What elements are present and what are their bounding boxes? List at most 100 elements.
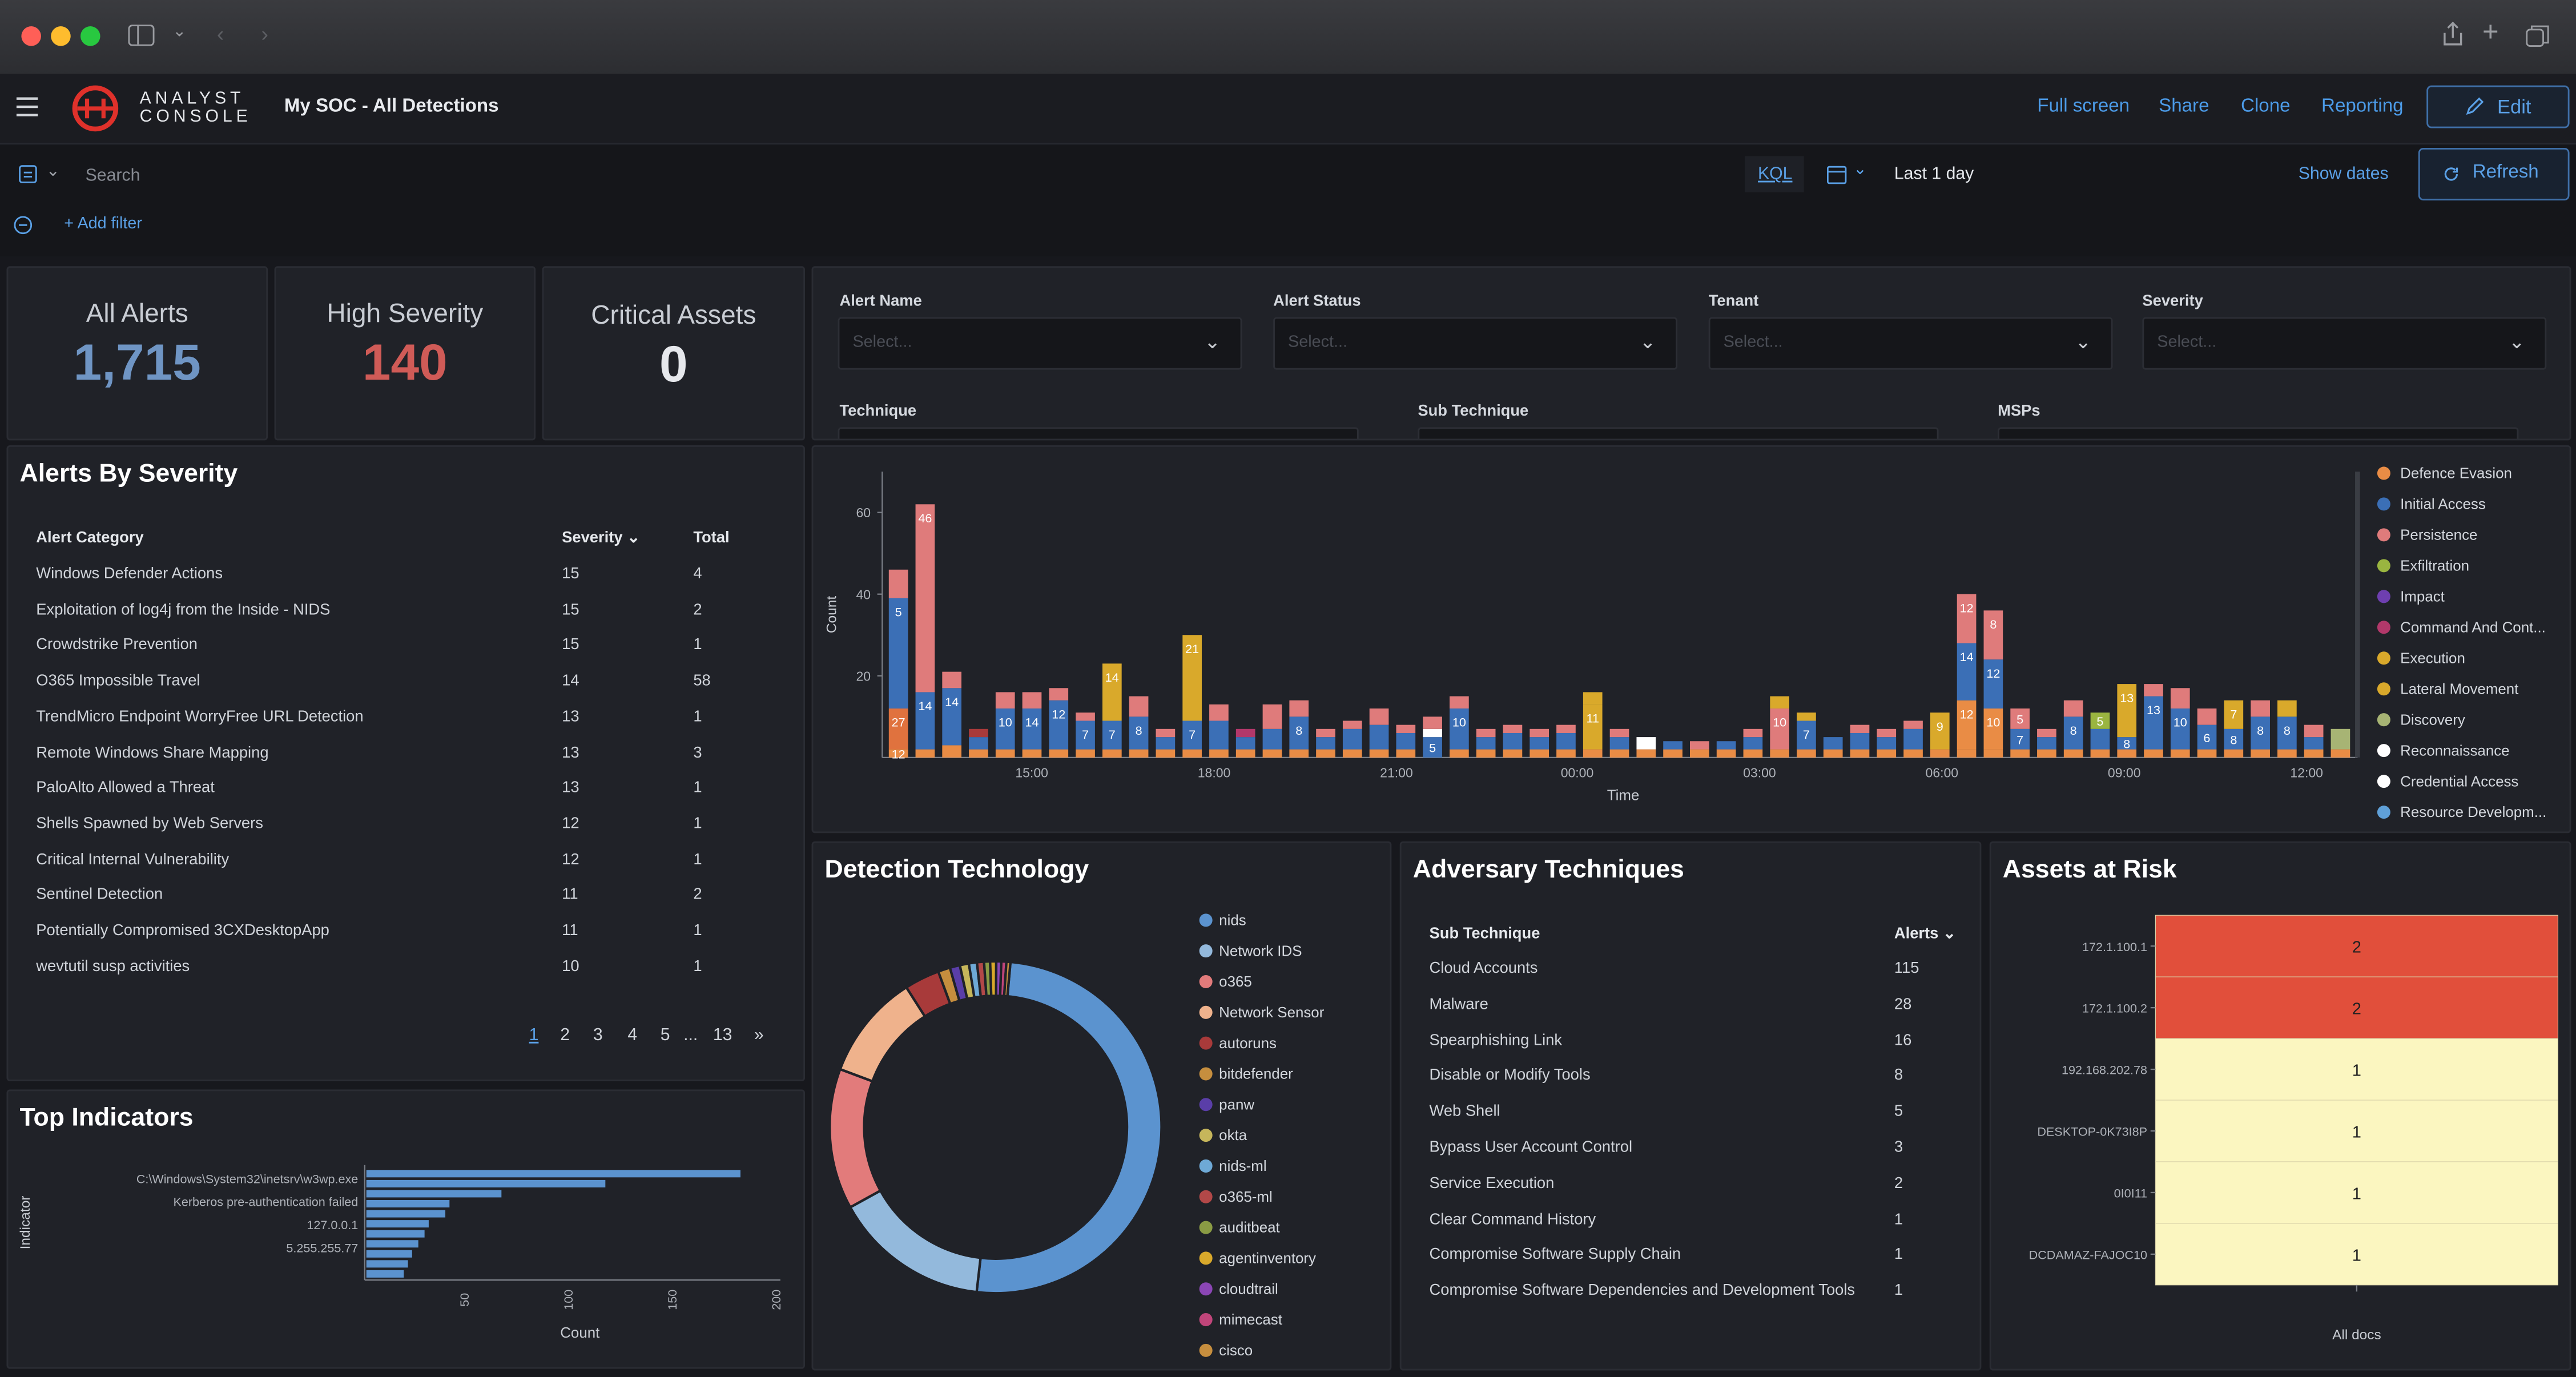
page-2-button[interactable]: 2 [560, 1025, 570, 1045]
chevron-down-icon[interactable]: ⌄ [1853, 161, 1867, 179]
table-row[interactable]: Compromise Software Dependencies and Dev… [1402, 1282, 1973, 1312]
filter-options-icon[interactable] [13, 215, 33, 235]
bar-value-label: 7 [2016, 732, 2023, 747]
alert-category-cell: Crowdstrike Prevention [36, 637, 198, 655]
table-row[interactable]: Disable or Modify Tools 8 [1402, 1067, 1973, 1097]
column-header-sub-technique[interactable]: Sub Technique [1429, 925, 1540, 944]
share-icon[interactable] [2441, 21, 2464, 47]
legend-swatch [1199, 1129, 1213, 1142]
bar-segment [1663, 741, 1683, 750]
back-icon[interactable]: ‹ [216, 21, 224, 46]
column-header-severity[interactable]: Severity ⌄ [562, 529, 640, 547]
time-range-label[interactable]: Last 1 day [1894, 164, 1974, 184]
bar-segment [2063, 749, 2083, 758]
new-tab-icon[interactable]: + [2482, 16, 2499, 48]
alert-status-select[interactable]: Select... ⌄ [1273, 317, 1678, 370]
edit-button[interactable]: Edit [2426, 85, 2570, 128]
bar-segment [1716, 749, 1736, 758]
chevron-down-icon[interactable]: ⌄ [172, 23, 187, 41]
table-row[interactable]: Crowdstrike Prevention 15 1 [8, 637, 796, 666]
column-header-alert-category[interactable]: Alert Category [36, 529, 144, 547]
minimize-window-button[interactable] [51, 26, 71, 46]
x-tick-label: 18:00 [1198, 765, 1231, 780]
refresh-button[interactable]: Refresh [2418, 148, 2570, 201]
bar-segment [1716, 741, 1736, 750]
table-row[interactable]: Service Execution 2 [1402, 1174, 1973, 1204]
legend-swatch [1199, 1005, 1213, 1019]
page-1-button[interactable]: 1 [529, 1025, 539, 1045]
table-row[interactable]: Spearphishing Link 16 [1402, 1031, 1973, 1061]
alerts-cell: 3 [1894, 1138, 1903, 1157]
bar-segment [995, 692, 1015, 709]
bar-segment [888, 569, 908, 598]
sub-technique-cell: Disable or Modify Tools [1429, 1067, 1591, 1085]
legend-swatch [2377, 528, 2390, 542]
legend-swatch [1199, 944, 1213, 958]
bar-value-label: 5 [2016, 712, 2023, 727]
alert-name-select[interactable]: Select... ⌄ [838, 317, 1242, 370]
tenant-select[interactable]: Select... ⌄ [1708, 317, 2113, 370]
table-row[interactable]: Cloud Accounts 115 [1402, 960, 1973, 989]
table-row[interactable]: Exploitation of log4j from the Inside - … [8, 601, 796, 631]
bar-value-label: 10 [999, 715, 1012, 730]
forward-icon[interactable]: › [261, 21, 269, 46]
close-window-button[interactable] [21, 26, 41, 46]
table-row[interactable]: Shells Spawned by Web Servers 12 1 [8, 815, 796, 844]
tab-overview-icon[interactable] [2525, 23, 2550, 47]
add-filter-link[interactable]: + Add filter [64, 215, 143, 233]
search-input[interactable]: Search [75, 158, 1734, 194]
analyst-console-logo-icon[interactable] [71, 84, 120, 133]
table-row[interactable]: Critical Internal Vulnerability 12 1 [8, 851, 796, 880]
legend-label: mimecast [1219, 1312, 1282, 1328]
sidebar-toggle-icon[interactable] [128, 25, 155, 46]
msps-select[interactable] [1998, 427, 2519, 439]
asset-label: 172.1.100.1 [2082, 940, 2147, 954]
next-page-button[interactable]: » [754, 1025, 764, 1045]
page-5-button[interactable]: 5 [660, 1025, 670, 1045]
table-row[interactable]: Clear Command History 1 [1402, 1210, 1973, 1240]
alerts-cell: 5 [1894, 1102, 1903, 1121]
technique-select[interactable] [838, 427, 1359, 439]
table-row[interactable]: Sentinel Detection 11 2 [8, 886, 796, 916]
kql-toggle[interactable]: KQL [1745, 156, 1804, 192]
table-row[interactable]: Potentially Compromised 3CXDesktopApp 11 1 [8, 922, 796, 952]
share-link[interactable]: Share [2159, 96, 2209, 117]
table-row[interactable]: PaloAlto Allowed a Threat 13 1 [8, 779, 796, 809]
saved-query-icon[interactable] [18, 164, 38, 184]
page-4-button[interactable]: 4 [627, 1025, 638, 1045]
clone-link[interactable]: Clone [2241, 96, 2291, 117]
column-header-total[interactable]: Total [693, 529, 730, 547]
maximize-window-button[interactable] [80, 26, 100, 46]
column-header-alerts[interactable]: Alerts ⌄ [1894, 925, 1956, 943]
table-row[interactable]: Remote Windows Share Mapping 13 3 [8, 743, 796, 773]
legend-label: o365-ml [1219, 1189, 1273, 1205]
calendar-icon[interactable] [1826, 164, 1847, 184]
table-row[interactable]: O365 Impossible Travel 14 58 [8, 672, 796, 702]
table-row[interactable]: Web Shell 5 [1402, 1103, 1973, 1133]
table-row[interactable]: Compromise Software Supply Chain 1 [1402, 1246, 1973, 1276]
menu-icon[interactable] [16, 97, 39, 117]
page-13-button[interactable]: 13 [713, 1025, 732, 1045]
severity-select[interactable]: Select... ⌄ [2142, 317, 2547, 370]
bar-segment [1636, 749, 1656, 758]
chevron-down-icon[interactable]: ⌄ [46, 162, 60, 181]
full-screen-link[interactable]: Full screen [2037, 96, 2130, 117]
sub-technique-select[interactable] [1418, 427, 1939, 439]
page-3-button[interactable]: 3 [593, 1025, 603, 1045]
sub-technique-cell: Bypass User Account Control [1429, 1138, 1633, 1157]
table-row[interactable]: wevtutil susp activities 10 1 [8, 957, 796, 987]
bar-segment [1983, 610, 2003, 660]
table-row[interactable]: Windows Defender Actions 15 4 [8, 565, 796, 595]
bar-segment [995, 749, 1015, 758]
reporting-link[interactable]: Reporting [2321, 96, 2404, 117]
table-row[interactable]: Malware 28 [1402, 996, 1973, 1025]
table-row[interactable]: TrendMicro Endpoint WorryFree URL Detect… [8, 708, 796, 738]
severity-cell: 12 [562, 815, 579, 833]
table-row[interactable]: Bypass User Account Control 3 [1402, 1139, 1973, 1169]
legend-label: agentinventory [1219, 1251, 1316, 1267]
bar-segment [969, 749, 988, 758]
show-dates-link[interactable]: Show dates [2298, 164, 2389, 184]
legend-label: Network Sensor [1219, 1005, 1325, 1021]
legend-swatch [1199, 1036, 1213, 1050]
bar-value-label: 8 [2123, 736, 2130, 751]
